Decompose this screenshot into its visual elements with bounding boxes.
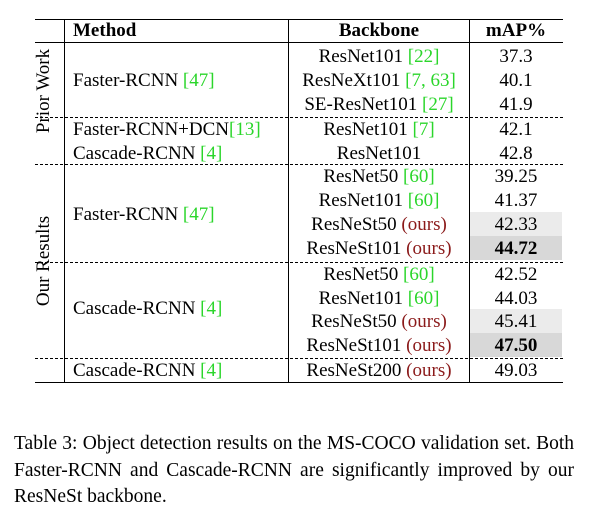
method-name: Cascade-RCNN — [73, 298, 196, 319]
backbone-name: ResNet101 — [318, 46, 404, 67]
backbone-name: ResNeSt50 — [311, 311, 397, 332]
method-cite: [47] — [182, 204, 215, 225]
backbone-cite: [7, 63] — [405, 70, 456, 91]
backbone-cell: ResNet101 — [337, 143, 421, 165]
method-name: Cascade-RCNN — [73, 143, 196, 164]
method-cite: [47] — [182, 70, 215, 91]
map-value: 40.1 — [499, 70, 533, 91]
dashed-rule-2 — [35, 164, 563, 165]
method-cell: Faster-RCNN [47] — [73, 204, 215, 226]
vrule-group — [64, 20, 65, 382]
backbone-cite: [60] — [407, 190, 440, 211]
backbone-cell: ResNeXt101 [7, 63] — [302, 70, 456, 92]
vrule-backbone — [469, 20, 470, 382]
map-value: 45.41 — [494, 311, 538, 332]
dashed-rule-4 — [35, 358, 563, 359]
map-value: 41.9 — [499, 94, 533, 115]
bottom-rule — [35, 382, 563, 383]
map-value: 37.3 — [499, 46, 533, 67]
backbone-cite: [22] — [407, 46, 440, 67]
method-cite: [4] — [200, 143, 223, 164]
dashed-rule-1 — [35, 117, 563, 118]
backbone-cell: ResNet101 [60] — [319, 190, 440, 212]
method-cell: Cascade-RCNN [4] — [73, 360, 222, 382]
method-cell: Cascade-RCNN [4] — [73, 143, 222, 165]
method-cite: [13] — [229, 119, 261, 140]
header-backbone: Backbone — [338, 20, 420, 41]
map-value-best: 47.50 — [494, 335, 538, 356]
ours-tag: (ours) — [401, 214, 447, 235]
map-value: 49.03 — [494, 360, 538, 381]
method-cell: Faster-RCNN [47] — [73, 70, 215, 92]
method-name: Cascade-RCNN — [73, 360, 196, 381]
table-caption: Table 3: Object detection results on the… — [14, 433, 574, 507]
group-label-prior: Prior Work — [33, 48, 54, 134]
ours-tag: (ours) — [406, 360, 452, 381]
backbone-cell: ResNeSt50 (ours) — [311, 214, 447, 236]
ours-tag: (ours) — [406, 238, 452, 259]
backbone-cell: ResNeSt50 (ours) — [311, 311, 447, 333]
backbone-name: ResNet50 — [323, 166, 399, 187]
backbone-cite: [60] — [407, 288, 440, 309]
map-value: 42.1 — [499, 119, 533, 140]
shade-row-8 — [469, 212, 562, 236]
vrule-method — [288, 20, 289, 382]
backbone-cell: ResNet101 [60] — [319, 288, 440, 310]
map-value: 41.37 — [494, 190, 538, 211]
backbone-cite: [60] — [403, 166, 435, 187]
backbone-name: ResNeSt101 — [306, 238, 402, 259]
backbone-name: SE-ResNet101 — [304, 94, 418, 115]
backbone-cell: SE-ResNet101 [27] — [304, 94, 453, 116]
map-value: 42.8 — [499, 143, 533, 164]
method-cite: [4] — [200, 298, 223, 319]
backbone-cell: ResNeSt101 (ours) — [306, 238, 451, 260]
backbone-cell: ResNet50 [60] — [323, 264, 434, 286]
results-table: Prior Work Our Results Method Backbone m… — [33, 19, 563, 383]
map-value: 42.33 — [494, 214, 538, 235]
ours-tag: (ours) — [401, 311, 447, 332]
group-label-ours: Our Results — [33, 215, 54, 307]
map-value: 39.25 — [494, 166, 538, 187]
method-name: Faster-RCNN — [73, 70, 179, 91]
backbone-name: ResNet101 — [318, 288, 404, 309]
backbone-name: ResNeXt101 — [302, 70, 401, 91]
backbone-name: ResNet101 — [323, 119, 408, 140]
backbone-name: ResNeSt200 — [306, 360, 402, 381]
backbone-cell: ResNet50 [60] — [323, 166, 434, 188]
map-value: 44.03 — [494, 288, 538, 309]
map-value: 42.52 — [494, 264, 538, 285]
method-cell: Faster-RCNN+DCN[13] — [73, 119, 261, 141]
method-name: Faster-RCNN+DCN — [73, 119, 229, 140]
top-rule — [35, 19, 563, 20]
backbone-name: ResNet50 — [323, 264, 399, 285]
backbone-cell: ResNeSt101 (ours) — [306, 335, 451, 357]
method-cell: Cascade-RCNN [4] — [73, 298, 222, 320]
shade-row-9 — [469, 236, 562, 260]
ours-tag: (ours) — [406, 335, 452, 356]
header-map: mAP% — [485, 20, 547, 41]
backbone-cite: [7] — [412, 119, 435, 140]
method-name: Faster-RCNN — [73, 204, 179, 225]
header-method: Method — [73, 20, 137, 41]
backbone-name: ResNeSt50 — [311, 214, 397, 235]
backbone-cell: ResNeSt200 (ours) — [306, 360, 451, 382]
dashed-rule-3 — [35, 262, 563, 263]
method-cite: [4] — [200, 360, 223, 381]
map-value-best: 44.72 — [494, 238, 538, 259]
backbone-cell: ResNet101 [22] — [319, 46, 440, 68]
shade-row-12 — [469, 309, 562, 333]
backbone-name: ResNet101 — [336, 143, 422, 164]
backbone-cite: [60] — [403, 264, 435, 285]
backbone-name: ResNet101 — [318, 190, 404, 211]
shade-row-13 — [469, 333, 562, 357]
backbone-cite: [27] — [422, 94, 454, 115]
backbone-name: ResNeSt101 — [306, 335, 402, 356]
header-rule — [35, 42, 563, 43]
backbone-cell: ResNet101 [7] — [323, 119, 434, 141]
